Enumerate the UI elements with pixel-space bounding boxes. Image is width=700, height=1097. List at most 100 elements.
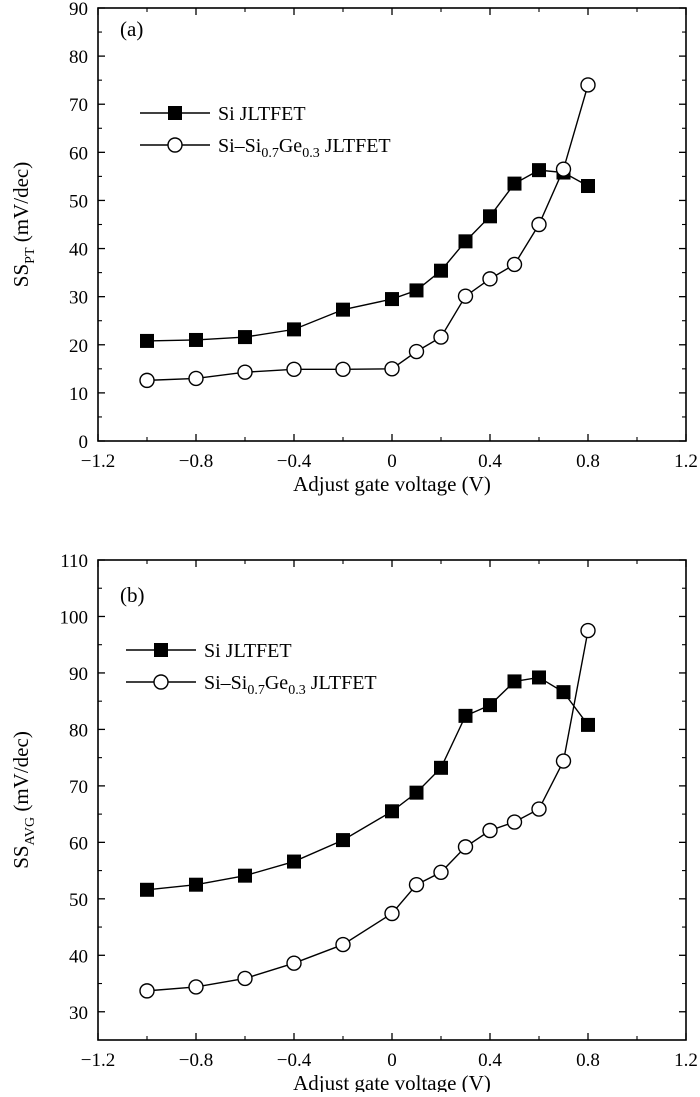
y-tick-label: 10: [69, 384, 88, 405]
y-tick-label: 40: [69, 240, 88, 261]
panel-label: (b): [120, 583, 145, 607]
legend-marker-square: [154, 643, 168, 657]
data-point-circle: [482, 271, 498, 287]
y-tick-label: 70: [69, 95, 88, 116]
x-tick-label: 0: [387, 1050, 397, 1071]
data-point-square: [434, 263, 448, 278]
data-point-square: [287, 854, 301, 869]
data-point-square: [140, 882, 154, 897]
data-point-circle: [188, 370, 204, 387]
y-tick-label: 100: [60, 607, 89, 628]
x-axis-label: Adjust gate voltage (V): [293, 472, 491, 496]
data-point-square: [238, 330, 252, 345]
data-point-square: [336, 833, 350, 848]
data-point-square: [483, 698, 497, 713]
y-tick-label: 30: [69, 288, 88, 309]
y-axis-label: SSAVG (mV/dec): [9, 731, 38, 869]
data-point-circle: [139, 372, 155, 389]
legend-label: Si–Si0.7Ge0.3 JLTFET: [218, 135, 391, 161]
x-tick-label: 0.4: [478, 1050, 502, 1071]
data-point-square: [140, 333, 154, 348]
data-point-square: [483, 209, 497, 224]
data-point-square: [581, 179, 595, 194]
data-point-square: [189, 332, 203, 347]
x-tick-label: 1.2: [674, 1050, 698, 1071]
data-point-square: [581, 717, 595, 732]
data-point-square: [385, 804, 399, 819]
data-point-circle: [335, 936, 351, 953]
legend-marker-circle: [167, 137, 183, 153]
plot-frame: [97, 559, 687, 1041]
legend-marker-square: [168, 106, 182, 120]
data-point-square: [507, 674, 522, 689]
data-point-circle: [555, 161, 572, 177]
y-tick-label: 110: [60, 551, 88, 572]
data-point-square: [189, 877, 203, 892]
y-tick-label: 90: [69, 0, 88, 20]
x-tick-label: −1.2: [81, 451, 115, 472]
y-tick-label: 20: [69, 336, 88, 357]
panel-label: (a): [120, 17, 143, 41]
x-tick-label: −0.4: [277, 1050, 312, 1071]
data-point-square: [458, 708, 473, 723]
y-tick-label: 40: [69, 946, 88, 967]
x-tick-label: −0.8: [179, 451, 213, 472]
y-tick-label: 0: [79, 432, 89, 453]
data-point-square: [507, 176, 522, 191]
data-point-square: [458, 234, 473, 249]
data-point-circle: [188, 979, 204, 995]
data-point-circle: [384, 905, 400, 922]
x-tick-label: −0.8: [179, 1050, 213, 1071]
data-point-circle: [580, 622, 596, 639]
y-tick-label: 60: [69, 143, 88, 164]
legend-label: Si–Si0.7Ge0.3 JLTFET: [204, 672, 377, 698]
y-tick-label: 50: [69, 191, 88, 212]
data-point-circle: [237, 364, 253, 380]
x-tick-label: 0.8: [576, 451, 600, 472]
x-tick-label: −0.4: [277, 451, 312, 472]
data-point-square: [532, 163, 546, 178]
data-point-circle: [506, 256, 523, 273]
data-point-square: [434, 760, 448, 775]
legend-label: Si JLTFET: [218, 103, 306, 125]
data-point-circle: [433, 864, 449, 880]
data-point-circle: [384, 361, 400, 377]
series-line-1: [146, 676, 589, 891]
data-point-circle: [457, 839, 474, 855]
data-point-square: [336, 302, 350, 317]
data-point-circle: [408, 343, 425, 360]
data-point-circle: [482, 822, 498, 839]
data-point-circle: [555, 753, 572, 769]
data-point-square: [532, 670, 546, 685]
data-point-circle: [286, 361, 302, 378]
data-point-circle: [433, 329, 449, 345]
data-point-circle: [408, 877, 425, 893]
data-point-circle: [531, 801, 547, 817]
legend-label: Si JLTFET: [204, 640, 292, 662]
data-point-circle: [457, 288, 474, 304]
data-point-square: [409, 785, 424, 800]
series-line-1: [146, 169, 589, 342]
y-tick-label: 80: [69, 47, 88, 68]
data-point-square: [556, 685, 571, 700]
data-point-square: [238, 868, 252, 883]
y-tick-label: 50: [69, 890, 88, 911]
data-point-circle: [335, 361, 351, 378]
y-tick-label: 60: [69, 833, 88, 854]
x-axis-label: Adjust gate voltage (V): [293, 1071, 491, 1092]
y-axis-label: SSPT (mV/dec): [9, 162, 38, 287]
data-point-circle: [506, 814, 523, 830]
data-point-square: [287, 322, 301, 337]
series-line-2: [146, 84, 589, 382]
x-tick-label: −1.2: [81, 1050, 115, 1071]
y-tick-label: 70: [69, 777, 88, 798]
y-tick-label: 30: [69, 1003, 88, 1024]
x-tick-label: 0.4: [478, 451, 502, 472]
x-tick-label: 1.2: [674, 451, 698, 472]
y-tick-label: 90: [69, 664, 88, 685]
data-point-circle: [286, 955, 302, 971]
data-point-square: [385, 292, 399, 307]
data-point-circle: [139, 983, 155, 999]
